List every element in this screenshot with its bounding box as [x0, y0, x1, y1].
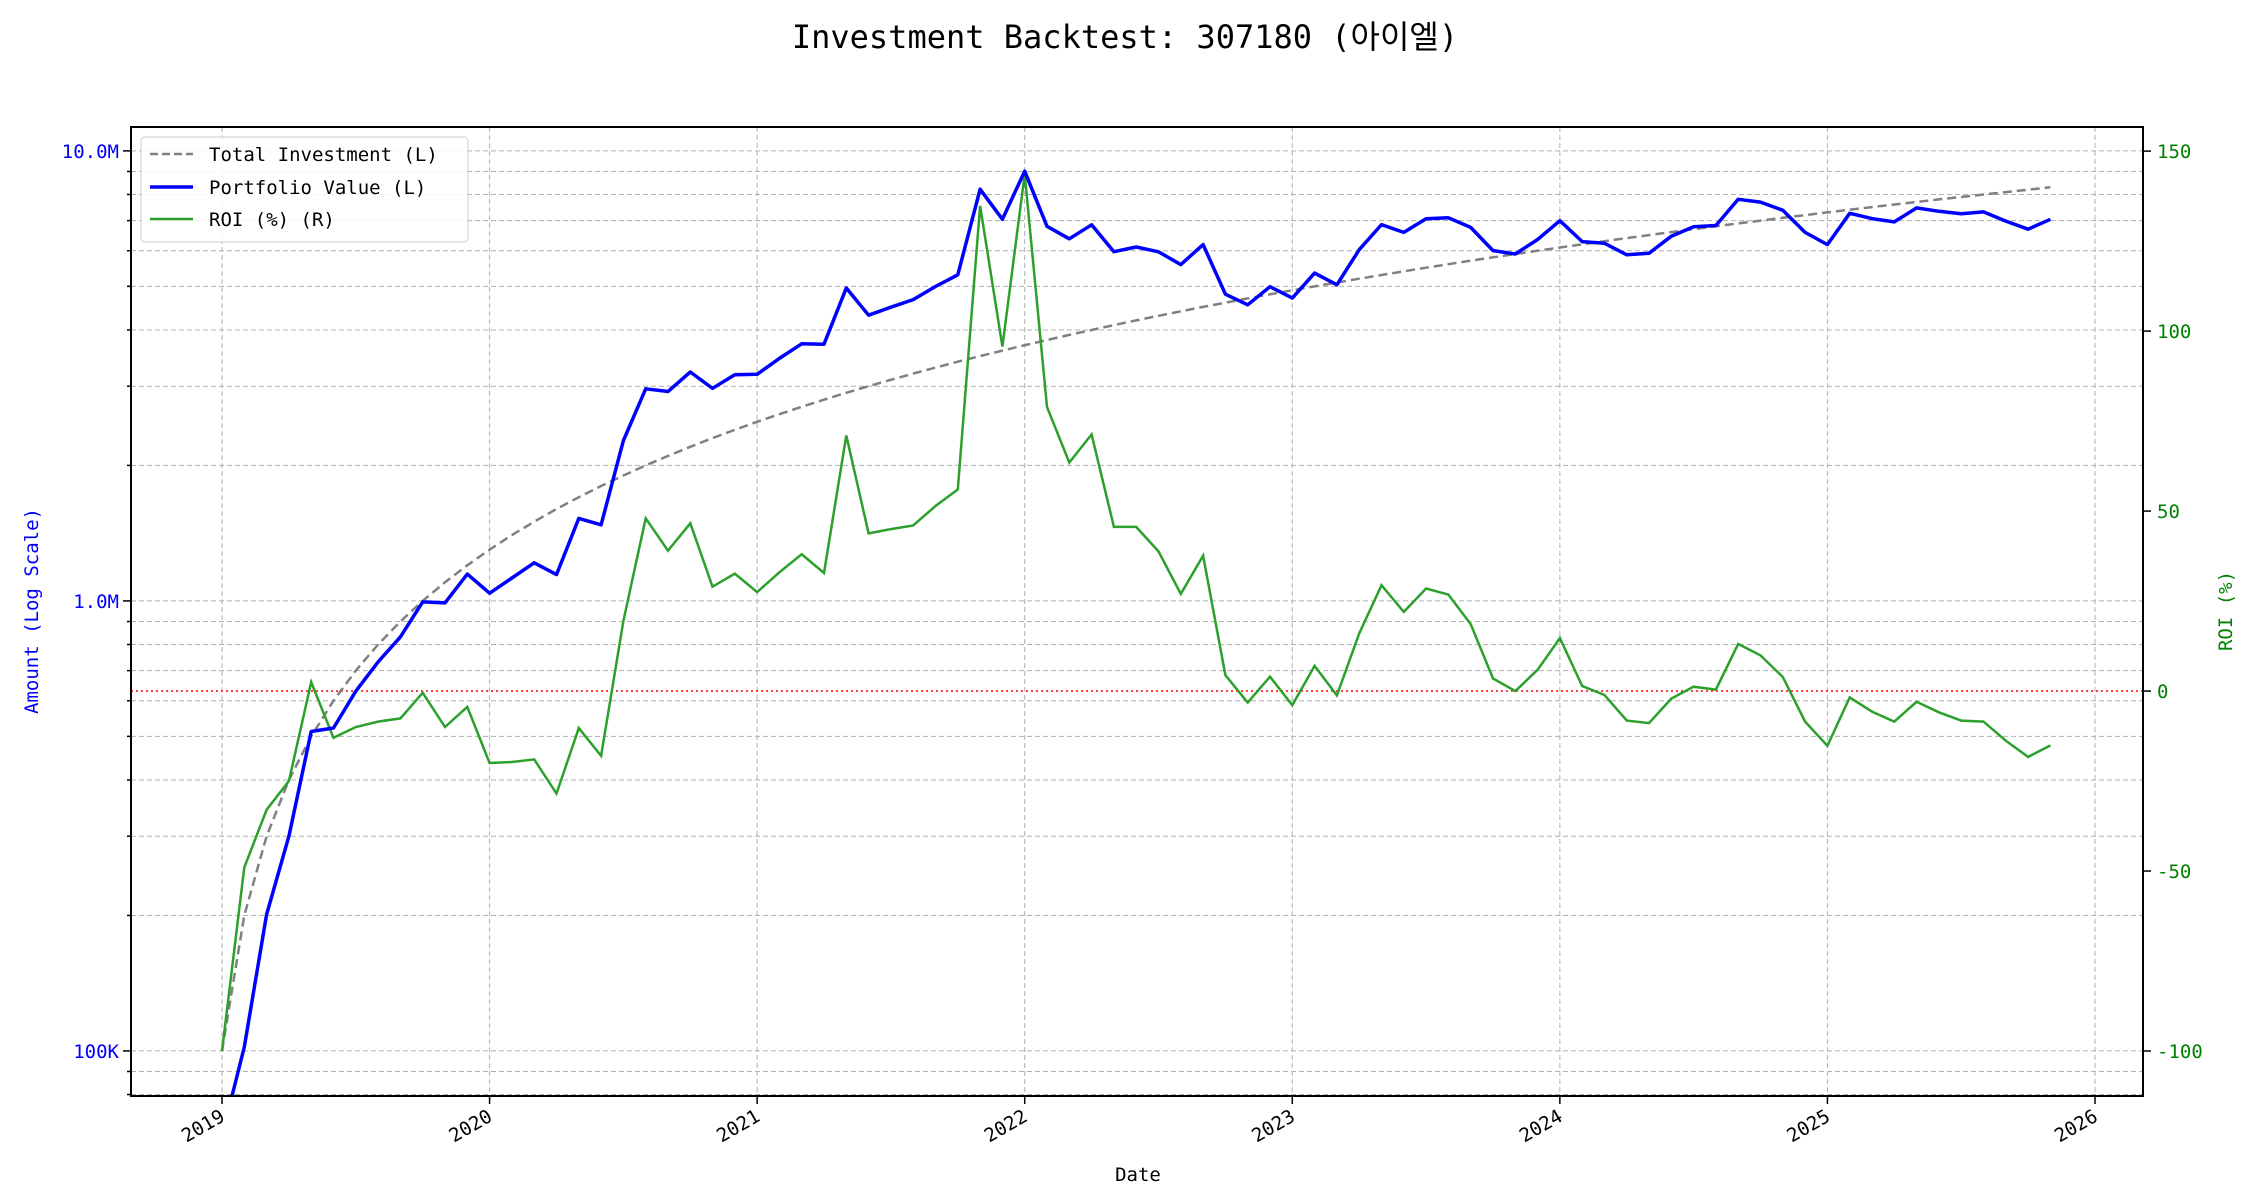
- legend-label-investment: Total Investment (L): [209, 144, 438, 166]
- chart-title: Investment Backtest: 307180 (아이엘): [792, 18, 1458, 56]
- legend-label-roi: ROI (%) (R): [209, 209, 335, 231]
- right-tick-label: 100: [2157, 321, 2191, 343]
- x-tick-label: 2024: [1516, 1105, 1567, 1147]
- x-tick-label: 2026: [2051, 1105, 2102, 1147]
- right-tick-label: 0: [2157, 681, 2168, 703]
- grid: [131, 127, 2143, 1096]
- series-layer: [131, 169, 2143, 1096]
- legend: Total Investment (L) Portfolio Value (L)…: [140, 136, 469, 243]
- portfolio-value-line: [230, 169, 2052, 1096]
- left-tick-label: 10.0M: [62, 141, 119, 163]
- x-tick-label: 2021: [713, 1105, 764, 1147]
- x-tick-label: 2023: [1248, 1105, 1299, 1147]
- left-tick-label: 100K: [73, 1041, 119, 1063]
- x-tick-label: 2022: [981, 1105, 1032, 1147]
- x-tick-label: 2019: [178, 1105, 229, 1147]
- x-tick-label: 2020: [445, 1105, 496, 1147]
- left-axis-label: Amount (Log Scale): [21, 508, 43, 714]
- roi-line: [220, 174, 2051, 1052]
- total-investment-line: [220, 186, 2051, 1052]
- right-tick-label: 150: [2157, 141, 2191, 163]
- right-tick-label: 50: [2157, 501, 2180, 523]
- right-tick-label: -100: [2157, 1041, 2203, 1063]
- legend-box: [140, 136, 469, 243]
- left-tick-label: 1.0M: [73, 591, 119, 613]
- plot-frame: [130, 126, 2144, 1097]
- right-tick-label: -50: [2157, 861, 2191, 883]
- x-axis-label: Date: [1115, 1164, 1161, 1186]
- x-tick-label: 2025: [1783, 1105, 1834, 1147]
- legend-label-portfolio: Portfolio Value (L): [209, 177, 426, 199]
- right-axis-label: ROI (%): [2215, 571, 2237, 651]
